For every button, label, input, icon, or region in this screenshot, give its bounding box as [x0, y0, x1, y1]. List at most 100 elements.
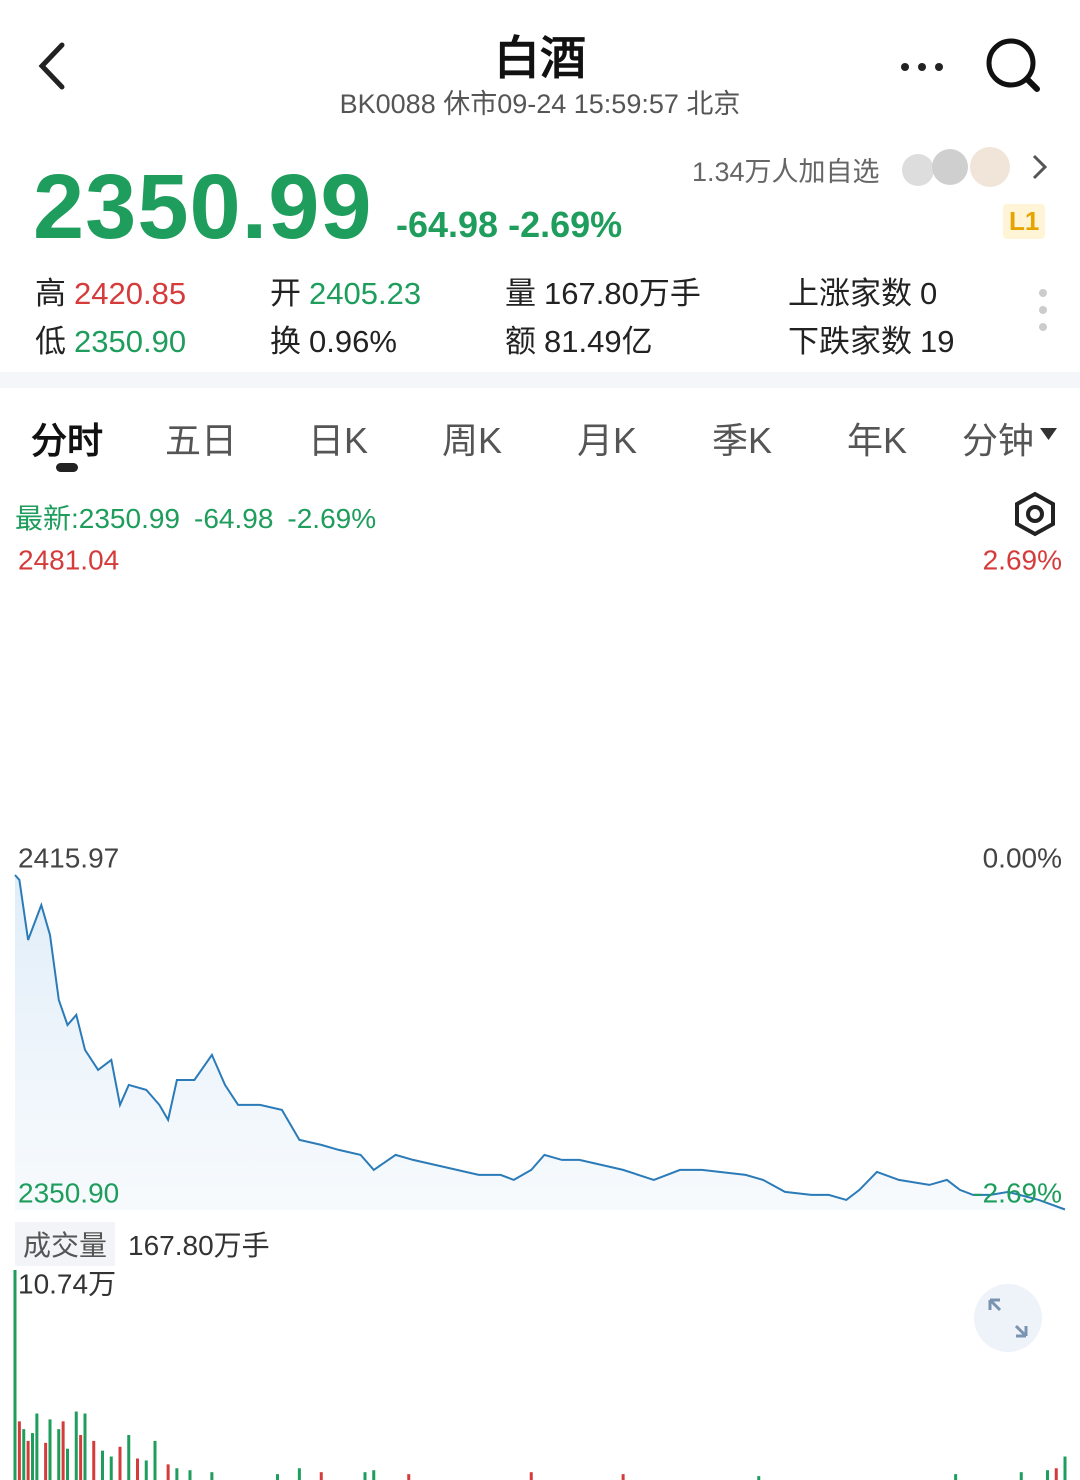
volume-bar [92, 1440, 96, 1480]
volume-bar [1054, 1468, 1058, 1480]
legend-pct: -2.69% [287, 503, 377, 534]
stat-label: 额 [505, 324, 536, 359]
y2-tick-label: 2.69% [983, 544, 1062, 575]
chart-legend: 最新:2350.99 -64.98 -2.69% [15, 497, 390, 537]
stat-label: 低 [35, 324, 66, 359]
volume-bar [136, 1458, 139, 1480]
volume-title: 成交量 [15, 1222, 116, 1266]
tab[interactable]: 月K [576, 420, 638, 461]
y-tick-label: 2350.90 [18, 1177, 119, 1208]
volume-bar [210, 1472, 214, 1480]
volume-bar [407, 1474, 411, 1480]
volume-bar [127, 1435, 131, 1480]
stat-label: 换 [270, 324, 301, 359]
tab[interactable]: 季K [711, 420, 773, 461]
stat-value: 81.49亿 [544, 324, 653, 359]
stat: 低 2350.90 [35, 316, 186, 361]
stat: 下跌家数 19 [788, 316, 954, 361]
volume-bar [188, 1470, 192, 1480]
volume-bar [118, 1446, 122, 1480]
price-change: -64.98 -2.69% [396, 204, 622, 246]
expand-button[interactable] [974, 1284, 1042, 1352]
volume-bar [35, 1413, 39, 1480]
volume-total: 167.80万手 [128, 1230, 270, 1261]
stat-label: 高 [35, 276, 66, 311]
chart: 2481.04 2415.97 2350.90 2.69% 0.00% -2.69% 10.… [13, 491, 1067, 1480]
y-tick-label: 2481.04 [18, 544, 119, 575]
stat: 高 2420.85 [35, 268, 186, 313]
change-pct: -2.69% [508, 204, 623, 245]
search-button[interactable] [986, 38, 1040, 92]
stat: 开 2405.23 [270, 268, 421, 313]
title: 白酒 [494, 32, 586, 84]
volume-bar [109, 1456, 113, 1480]
price: 2350.99 [33, 156, 373, 258]
level-badge: L1 [1003, 204, 1046, 239]
stat-label: 下跌家数 [788, 324, 912, 359]
tab[interactable]: 分钟 [961, 420, 1035, 461]
volume-bar [372, 1470, 376, 1480]
volume-bar [101, 1450, 104, 1480]
volume-bar [621, 1474, 625, 1480]
volume-bar [26, 1440, 30, 1480]
volume-bar [74, 1411, 78, 1480]
change: -64.98 [396, 204, 499, 245]
stat: 上涨家数 0 [788, 268, 937, 313]
stat: 换 0.96% [270, 316, 397, 361]
active-tab-indicator [56, 463, 78, 472]
tab[interactable]: 年K [846, 420, 908, 461]
volume-bar [44, 1442, 48, 1480]
subtitle: BK0088 休市09-24 15:59:57 北京 [339, 89, 741, 119]
stat-label: 开 [270, 276, 301, 311]
volume-bar [153, 1440, 157, 1480]
stat-label: 量 [505, 276, 536, 311]
stat-value: 2405.23 [309, 276, 422, 311]
price-line [14, 874, 1066, 1211]
volume-bar [66, 1448, 69, 1480]
volume-bar [319, 1472, 323, 1480]
stat-value: 19 [920, 324, 955, 359]
stat: 额 81.49亿 [505, 316, 653, 361]
volume-bar [17, 1421, 21, 1480]
tab[interactable]: 分时 [30, 420, 104, 461]
volume-bar [1019, 1472, 1023, 1480]
legend-latest: 最新:2350.99 [15, 503, 180, 534]
divider [0, 372, 1080, 388]
more-stats-dots[interactable] [1039, 289, 1047, 331]
followers-arrow[interactable] [1032, 154, 1048, 180]
followers[interactable]: 1.34万人加自选 [692, 157, 880, 187]
back-button[interactable] [38, 42, 65, 90]
more-button[interactable] [901, 63, 943, 71]
tab[interactable]: 日K [307, 420, 369, 461]
volume-bar [529, 1472, 533, 1480]
follower-avatars [902, 147, 1010, 187]
settings-button[interactable] [1015, 491, 1055, 537]
volume-bar [757, 1476, 761, 1480]
tab[interactable]: 五日 [164, 420, 238, 461]
stat-value: 2350.90 [74, 324, 187, 359]
volume-bar [79, 1435, 83, 1480]
area-fill [15, 875, 1065, 1210]
volume-bar [363, 1472, 367, 1480]
stat-value: 2420.85 [74, 276, 187, 311]
stat-label: 上涨家数 [788, 276, 912, 311]
volume-bar [22, 1429, 26, 1480]
volume-bar [57, 1429, 61, 1480]
volume-bar [144, 1460, 148, 1480]
volume-bar [61, 1421, 65, 1480]
stat: 量 167.80万手 [505, 268, 701, 313]
volume-bar [166, 1464, 170, 1480]
tab[interactable]: 周K [441, 420, 503, 461]
volume-bar [48, 1419, 52, 1480]
volume-bar [83, 1413, 87, 1480]
volume-bar [1046, 1470, 1049, 1480]
y2-tick-label: -2.69% [973, 1177, 1062, 1208]
volume-tick-label: 10.74万 [18, 1268, 116, 1299]
dropdown-arrow[interactable] [1040, 428, 1057, 440]
y-tick-label: 2415.97 [18, 842, 119, 873]
legend-change: -64.98 [194, 503, 274, 534]
volume-bar [175, 1468, 179, 1480]
stat-value: 167.80万手 [544, 276, 701, 311]
volume-bar [13, 1270, 17, 1480]
